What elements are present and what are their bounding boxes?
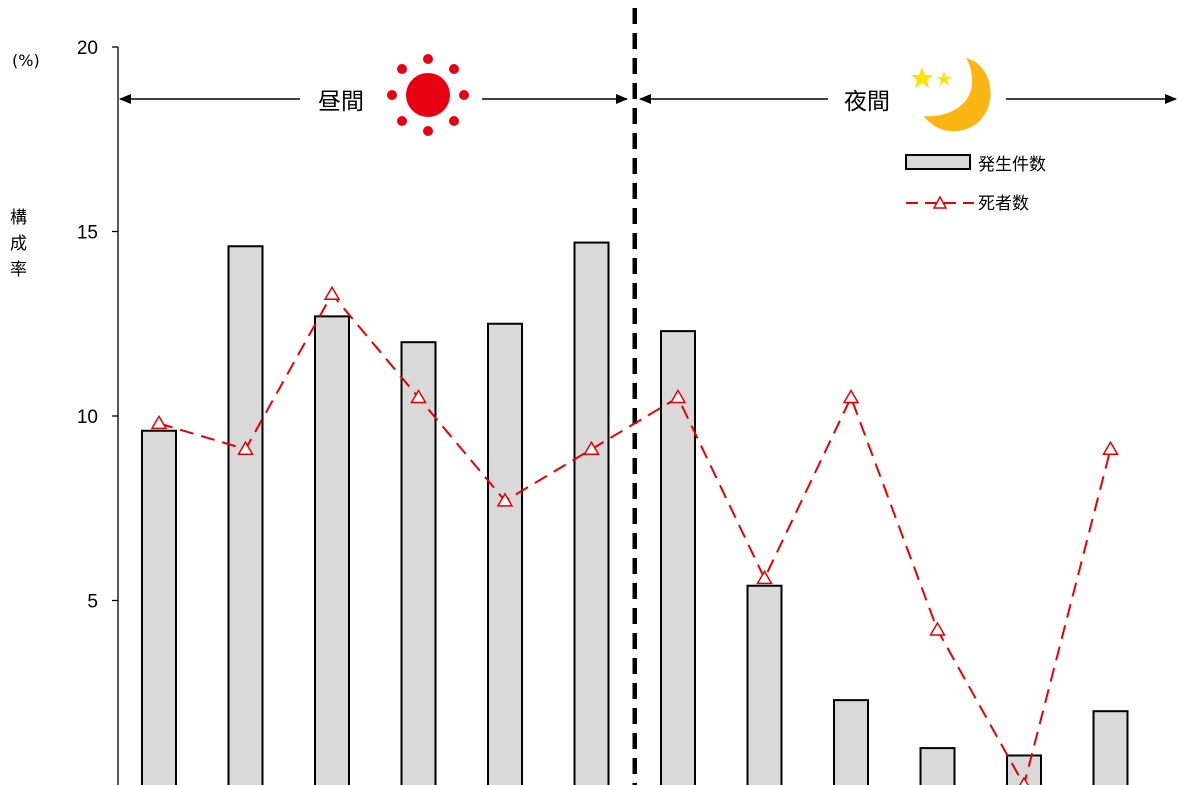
unit-label: (%) <box>12 51 40 70</box>
sun-icon <box>387 54 469 136</box>
bar-series <box>141 241 1129 785</box>
y-axis-label: 構成率 <box>10 208 27 280</box>
y-axis-label-char: 構 <box>10 208 27 228</box>
bar <box>400 341 437 785</box>
bar <box>746 584 783 785</box>
y-tick-label: 20 <box>77 38 98 59</box>
bar <box>833 699 869 785</box>
line-point <box>842 389 860 404</box>
y-tick-label: 5 <box>87 592 98 613</box>
bar <box>141 429 177 785</box>
line-series <box>150 285 1119 785</box>
y-tick-label: 10 <box>77 407 98 428</box>
y-axis-ticks: 5 10 15 20 <box>77 38 118 613</box>
bar <box>573 241 610 785</box>
legend-swatch-marker <box>932 195 948 209</box>
y-axis-label-char: 成 <box>10 234 27 254</box>
bar <box>1092 710 1129 785</box>
line-point <box>237 440 254 455</box>
daytime-label: 昼間 <box>318 89 364 115</box>
legend: 発生件数 死者数 <box>905 154 1046 214</box>
bar <box>227 245 264 785</box>
bar <box>487 322 523 785</box>
y-axis-label-char: 率 <box>10 260 27 280</box>
legend-label-line: 死者数 <box>978 194 1029 214</box>
line-point <box>1019 776 1029 785</box>
legend-swatch-bar <box>905 154 971 170</box>
bar <box>314 315 350 785</box>
line-point <box>150 414 168 430</box>
y-tick-label: 15 <box>77 223 98 244</box>
nighttime-label: 夜間 <box>844 89 890 115</box>
bar <box>919 747 956 785</box>
line-point <box>1102 440 1119 455</box>
bar <box>660 330 696 785</box>
line-point <box>669 389 687 404</box>
line-point <box>496 492 514 507</box>
line-path <box>158 292 1112 785</box>
line-point <box>583 440 600 455</box>
line-point <box>756 569 773 585</box>
moon-icon <box>911 58 991 132</box>
line-point <box>929 621 946 636</box>
legend-label-bar: 発生件数 <box>978 155 1046 175</box>
line-point <box>323 285 341 300</box>
line-point <box>410 389 427 404</box>
